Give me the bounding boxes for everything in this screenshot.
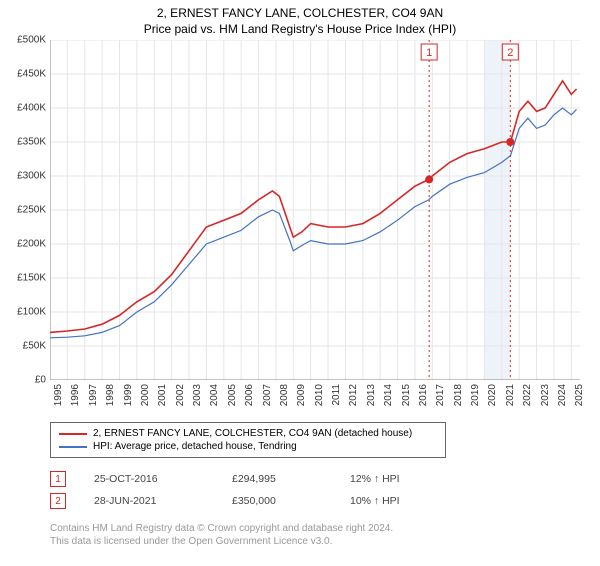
y-tick-label: £350K bbox=[17, 137, 46, 148]
x-tick-label: 2024 bbox=[557, 384, 568, 406]
legend-swatch bbox=[59, 446, 87, 448]
legend-label: 2, ERNEST FANCY LANE, COLCHESTER, CO4 9A… bbox=[93, 428, 412, 439]
x-tick-label: 1999 bbox=[123, 384, 134, 406]
x-tick-label: 2002 bbox=[175, 384, 186, 406]
x-tick-label: 2000 bbox=[140, 384, 151, 406]
y-tick-label: £0 bbox=[35, 375, 46, 386]
x-tick-label: 2003 bbox=[192, 384, 203, 406]
sale-date: 28-JUN-2021 bbox=[94, 495, 204, 507]
chart-area: 12 £0£50K£100K£150K£200K£250K£300K£350K£… bbox=[50, 40, 580, 380]
y-tick-label: £450K bbox=[17, 69, 46, 80]
sale-row: 2 28-JUN-2021 £350,000 10% ↑ HPI bbox=[50, 490, 600, 512]
y-tick-label: £100K bbox=[17, 307, 46, 318]
x-tick-label: 2012 bbox=[348, 384, 359, 406]
x-tick-label: 2001 bbox=[157, 384, 168, 406]
x-tick-label: 2011 bbox=[331, 384, 342, 406]
x-tick-label: 2013 bbox=[366, 384, 377, 406]
sale-price: £294,995 bbox=[232, 473, 322, 485]
x-tick-label: 2009 bbox=[296, 384, 307, 406]
marker-label: 1 bbox=[421, 44, 437, 60]
y-tick-label: £400K bbox=[17, 103, 46, 114]
x-tick-label: 2021 bbox=[505, 384, 516, 406]
sale-delta: 12% ↑ HPI bbox=[350, 473, 400, 485]
sale-price: £350,000 bbox=[232, 495, 322, 507]
sales-list: 1 25-OCT-2016 £294,995 12% ↑ HPI 2 28-JUN-202… bbox=[50, 468, 600, 512]
marker-label: 2 bbox=[502, 44, 518, 60]
x-tick-label: 2016 bbox=[418, 384, 429, 406]
y-tick-label: £50K bbox=[23, 341, 46, 352]
attribution: Contains HM Land Registry data © Crown c… bbox=[50, 522, 600, 548]
y-tick-label: £250K bbox=[17, 205, 46, 216]
x-tick-label: 1997 bbox=[88, 384, 99, 406]
x-tick-label: 2010 bbox=[314, 384, 325, 406]
x-tick-label: 2022 bbox=[522, 384, 533, 406]
svg-text:2: 2 bbox=[507, 47, 513, 59]
attribution-line1: Contains HM Land Registry data © Crown c… bbox=[50, 522, 600, 535]
x-tick-label: 2015 bbox=[401, 384, 412, 406]
x-tick-label: 2007 bbox=[262, 384, 273, 406]
legend: 2, ERNEST FANCY LANE, COLCHESTER, CO4 9A… bbox=[50, 422, 446, 458]
sale-delta: 10% ↑ HPI bbox=[350, 495, 400, 507]
x-tick-label: 2005 bbox=[227, 384, 238, 406]
y-tick-label: £500K bbox=[17, 35, 46, 46]
sale-row: 1 25-OCT-2016 £294,995 12% ↑ HPI bbox=[50, 468, 600, 490]
x-tick-label: 1998 bbox=[105, 384, 116, 406]
x-tick-label: 2023 bbox=[540, 384, 551, 406]
y-tick-label: £300K bbox=[17, 171, 46, 182]
chart-title-line1: 2, ERNEST FANCY LANE, COLCHESTER, CO4 9A… bbox=[0, 6, 600, 20]
x-tick-label: 1996 bbox=[70, 384, 81, 406]
legend-item: 2, ERNEST FANCY LANE, COLCHESTER, CO4 9A… bbox=[59, 427, 437, 440]
y-tick-label: £200K bbox=[17, 239, 46, 250]
legend-swatch bbox=[59, 433, 87, 435]
x-tick-label: 2019 bbox=[470, 384, 481, 406]
x-tick-label: 2018 bbox=[453, 384, 464, 406]
x-tick-label: 2025 bbox=[574, 384, 585, 406]
x-tick-label: 2014 bbox=[383, 384, 394, 406]
x-tick-label: 1995 bbox=[53, 384, 64, 406]
x-tick-label: 2004 bbox=[209, 384, 220, 406]
chart-title-line2: Price paid vs. HM Land Registry's House … bbox=[0, 22, 600, 36]
x-tick-label: 2017 bbox=[435, 384, 446, 406]
x-tick-label: 2020 bbox=[487, 384, 498, 406]
attribution-line2: This data is licensed under the Open Gov… bbox=[50, 535, 600, 548]
y-tick-label: £150K bbox=[17, 273, 46, 284]
x-tick-label: 2008 bbox=[279, 384, 290, 406]
line-chart: 12 bbox=[50, 40, 580, 380]
svg-text:1: 1 bbox=[426, 47, 432, 59]
legend-label: HPI: Average price, detached house, Tend… bbox=[93, 441, 297, 452]
x-tick-label: 2006 bbox=[244, 384, 255, 406]
sale-index-box: 2 bbox=[50, 493, 66, 509]
sale-index-box: 1 bbox=[50, 471, 66, 487]
sale-date: 25-OCT-2016 bbox=[94, 473, 204, 485]
legend-item: HPI: Average price, detached house, Tend… bbox=[59, 440, 437, 453]
